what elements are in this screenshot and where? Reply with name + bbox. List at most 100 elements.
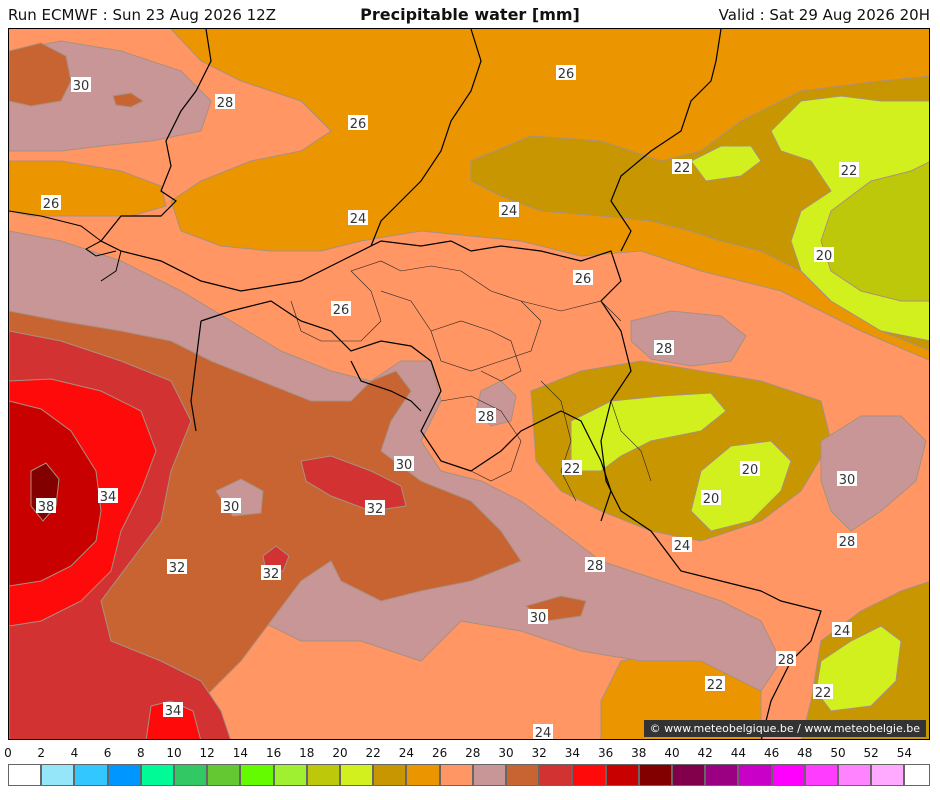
contour-label: 34 — [165, 704, 182, 719]
scale-tick-label: 30 — [498, 746, 514, 760]
contour-label: 24 — [834, 624, 851, 639]
scale-tick-label: 26 — [431, 746, 448, 760]
field-32-34-spot — [112, 92, 144, 108]
scale-tick-label: 18 — [299, 746, 315, 760]
scale-swatch — [904, 764, 930, 786]
contour-label: 24 — [501, 204, 518, 219]
contour-label-bg — [837, 471, 857, 486]
field-20-22-center — [570, 392, 727, 472]
field-20-22-east — [690, 440, 792, 532]
scale-swatch — [672, 764, 706, 786]
scale-tick-label: 48 — [797, 746, 813, 760]
contour-label-bg — [365, 500, 385, 515]
contour-label: 32 — [367, 502, 384, 517]
contour-label: 30 — [73, 79, 90, 94]
scale-swatch — [738, 764, 772, 786]
map-canvas: 30 28 26 26 26 24 24 22 22 20 26 26 28 28 22 20 30 30 34 38… — [9, 29, 929, 740]
scale-swatch — [506, 764, 540, 786]
color-scale: 0 2 4 6 8 10 12 14 16 18 20 22 24 26 28 30 32 34 36 38 40 42 4… — [0, 744, 940, 800]
scale-swatch — [340, 764, 374, 786]
contour-label: 28 — [778, 653, 795, 668]
scale-tick-label: 28 — [465, 746, 481, 760]
contour-label: 24 — [674, 539, 691, 554]
scale-tick-label: 38 — [631, 746, 647, 760]
scale-swatch — [240, 764, 274, 786]
scale-swatch — [140, 764, 174, 786]
contour-label: 28 — [587, 559, 604, 574]
scale-swatch — [174, 764, 208, 786]
contour-label-bg — [476, 408, 496, 423]
contour-label: 24 — [535, 726, 552, 740]
contour-label: 28 — [217, 96, 234, 111]
field-32-34-b — [300, 455, 407, 512]
contour-label-bg — [837, 533, 857, 548]
contour-label-bg — [573, 270, 593, 285]
scale-swatch — [871, 764, 905, 786]
contour-label-bg — [654, 340, 674, 355]
contour-label-bg — [533, 724, 553, 739]
contour-label: 26 — [43, 197, 60, 212]
field-34-36-s — [145, 700, 201, 739]
contour-label-bg — [701, 490, 721, 505]
scale-tick-label: 34 — [564, 746, 581, 760]
contour-label-bg — [221, 498, 241, 513]
contour-label: 32 — [263, 567, 280, 582]
scale-swatch — [107, 764, 141, 786]
contour-label-bg — [499, 202, 519, 217]
scale-swatch — [373, 764, 407, 786]
scale-tick-label: 42 — [697, 746, 713, 760]
contour-label-bg — [813, 684, 833, 699]
contour-label: 26 — [558, 67, 575, 82]
scale-tick-label: 24 — [398, 746, 415, 760]
scale-swatch — [74, 764, 108, 786]
contour-label: 30 — [530, 611, 547, 626]
contour-label-bg — [740, 461, 760, 476]
scale-tick-label: 14 — [232, 746, 249, 760]
contour-label-bg — [163, 702, 183, 717]
contour-label: 30 — [396, 458, 413, 473]
scale-tick-label: 4 — [70, 746, 79, 760]
scale-swatch — [41, 764, 75, 786]
contour-label-bg — [394, 456, 414, 471]
coastline — [9, 210, 122, 282]
scale-tick-label: 22 — [365, 746, 381, 760]
field-20-22-n — [690, 145, 762, 182]
contour-label: 22 — [674, 161, 691, 176]
contour-label: 20 — [816, 249, 833, 264]
scale-tick-label: 46 — [763, 746, 780, 760]
contour-label: 38 — [38, 500, 55, 515]
scale-tick-label: 36 — [597, 746, 614, 760]
contour-label-bg — [672, 159, 692, 174]
contour-label-bg — [705, 676, 725, 691]
contour-label-bg — [98, 488, 118, 503]
contour-label-bg — [348, 210, 368, 225]
scale-swatch — [638, 764, 672, 786]
contour-label: 20 — [703, 492, 720, 507]
scale-swatch — [539, 764, 573, 786]
contour-label: 28 — [656, 342, 673, 357]
scale-swatch — [273, 764, 307, 786]
contour-label-bg — [348, 115, 368, 130]
borders — [100, 29, 822, 739]
contour-label: 30 — [223, 500, 240, 515]
scale-tick-label: 32 — [531, 746, 547, 760]
scale-tick-label: 20 — [332, 746, 348, 760]
scale-tick-label: 12 — [199, 746, 215, 760]
credit-note: © www.meteobelgique.be / www.meteobelgie… — [643, 720, 926, 737]
scale-swatch — [838, 764, 872, 786]
scale-swatch — [439, 764, 473, 786]
contour-label: 28 — [839, 535, 856, 550]
contour-label: 34 — [100, 490, 117, 505]
scale-tick-label: 40 — [664, 746, 680, 760]
scale-swatch — [705, 764, 739, 786]
scale-swatch — [572, 764, 606, 786]
contour-label-bg — [556, 65, 576, 80]
scale-swatch — [306, 764, 340, 786]
contour-label-bg — [331, 301, 351, 316]
scale-tick-label: 54 — [896, 746, 913, 760]
scale-tick-label: 2 — [37, 746, 45, 760]
map-title: Precipitable water [mm] — [360, 5, 580, 24]
scale-swatch — [207, 764, 241, 786]
scale-tick-label: 52 — [863, 746, 879, 760]
contour-label-bg — [839, 162, 859, 177]
